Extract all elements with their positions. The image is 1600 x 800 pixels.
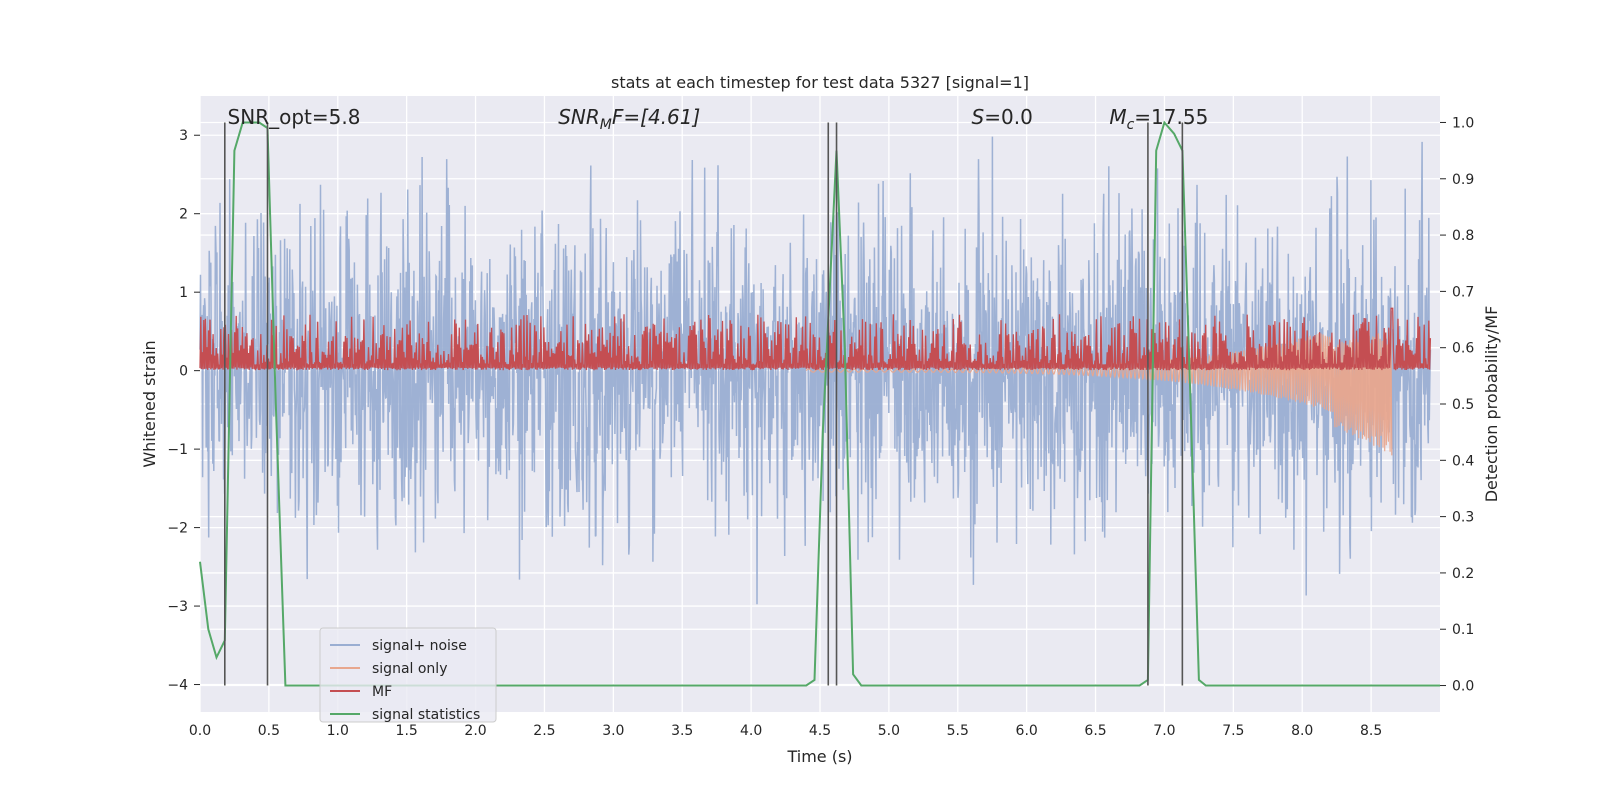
x-tick-labels: 0.0 0.5 1.0 1.5 2.0 2.5 3.0 3.5 4.0 4.5 5.0 5.5 6.0 6… bbox=[189, 723, 1382, 739]
x-tick-label: 1.0 bbox=[327, 723, 349, 739]
annotation-rest: =0.0 bbox=[984, 105, 1033, 129]
y-tick-label-right: 0.0 bbox=[1452, 679, 1474, 695]
annotation-text: SNRMF=[4.61] bbox=[558, 105, 700, 133]
x-tick-label: 0.5 bbox=[258, 723, 280, 739]
y-tick-label-right: 0.3 bbox=[1452, 510, 1474, 526]
annotation-main: S bbox=[972, 105, 985, 129]
y-tick-label-left: 0 bbox=[179, 364, 188, 380]
legend-box bbox=[319, 627, 497, 723]
y-tick-label-left: −3 bbox=[167, 599, 188, 615]
legend-label: signal+ noise bbox=[372, 638, 467, 654]
legend-label: signal only bbox=[372, 661, 447, 677]
y-tick-label-right: 0.2 bbox=[1452, 566, 1474, 582]
x-tick-label: 2.0 bbox=[464, 723, 486, 739]
x-tick-label: 4.0 bbox=[740, 723, 762, 739]
x-tick-label: 3.0 bbox=[602, 723, 624, 739]
series-signal-statistics bbox=[199, 120, 1440, 687]
y-tick-label-left: −1 bbox=[167, 442, 188, 458]
x-tick-label: 5.0 bbox=[878, 723, 900, 739]
x-tick-label: 8.5 bbox=[1360, 723, 1382, 739]
y-tick-label-left: −4 bbox=[167, 678, 188, 694]
legend-label: MF bbox=[372, 684, 392, 700]
legend: signal+ noise signal only MF signal statist… bbox=[319, 627, 497, 723]
x-tick-label: 6.5 bbox=[1084, 723, 1106, 739]
y-tick-label-left: 1 bbox=[179, 285, 188, 301]
annotation-rest: F=[4.61] bbox=[612, 105, 700, 129]
x-axis-label: Time (s) bbox=[786, 747, 852, 766]
x-tick-label: 7.5 bbox=[1222, 723, 1244, 739]
y-tick-label-right: 0.7 bbox=[1452, 284, 1474, 300]
y-tick-label-right: 1.0 bbox=[1452, 115, 1474, 131]
chart-title: stats at each timestep for test data 532… bbox=[611, 73, 1029, 92]
x-tick-label: 0.0 bbox=[189, 723, 211, 739]
plot-content bbox=[199, 120, 1440, 687]
annotation-text: S=0.0 bbox=[972, 105, 1033, 129]
x-tick-label: 4.5 bbox=[809, 723, 831, 739]
y-tick-label-left: 3 bbox=[179, 128, 188, 144]
y-tick-label-right: 0.8 bbox=[1452, 228, 1474, 244]
annotation-text: SNR_opt=5.8 bbox=[228, 105, 361, 129]
annotation-text: Mc=17.55 bbox=[1109, 105, 1208, 133]
legend-label: signal statistics bbox=[372, 707, 480, 723]
y-axis-label-left: Whitened strain bbox=[140, 340, 159, 467]
annotation-subscript: c bbox=[1127, 117, 1135, 133]
y-tick-label-right: 0.4 bbox=[1452, 453, 1474, 469]
x-tick-label: 7.0 bbox=[1153, 723, 1175, 739]
y-tick-labels-right: 1.0 0.9 0.8 0.7 0.6 0.5 0.4 0.3 0.2 0.1 0.0 bbox=[1440, 115, 1474, 695]
x-tick-label: 8.0 bbox=[1291, 723, 1313, 739]
x-tick-label: 1.5 bbox=[396, 723, 418, 739]
annotation-main: SNR bbox=[558, 105, 600, 129]
x-tick-label: 3.5 bbox=[671, 723, 693, 739]
annotation-main: M bbox=[1109, 105, 1126, 129]
y-tick-label-right: 0.5 bbox=[1452, 397, 1474, 413]
vertical-markers bbox=[224, 122, 1184, 686]
y-tick-label-right: 0.1 bbox=[1452, 622, 1474, 638]
y-tick-label-right: 0.6 bbox=[1452, 341, 1474, 357]
x-tick-label: 6.0 bbox=[1016, 723, 1038, 739]
x-tick-label: 5.5 bbox=[947, 723, 969, 739]
annotation-rest: =17.55 bbox=[1134, 105, 1208, 129]
annotation-main: SNR_opt=5.8 bbox=[228, 105, 361, 129]
x-tick-label: 2.5 bbox=[533, 723, 555, 739]
y-axis-label-right: Detection probability/MF bbox=[1482, 306, 1501, 503]
y-tick-label-left: 2 bbox=[179, 207, 188, 223]
y-tick-label-left: −2 bbox=[167, 521, 188, 537]
series-mf bbox=[199, 307, 1432, 371]
y-tick-labels-left: 3 2 1 0 −1 −2 −3 −4 bbox=[167, 128, 200, 694]
y-tick-label-right: 0.9 bbox=[1452, 172, 1474, 188]
annotation-subscript: M bbox=[600, 117, 612, 133]
annotations: SNR_opt=5.8 SNRMF=[4.61] S=0.0 Mc=17.55 bbox=[228, 105, 1209, 133]
